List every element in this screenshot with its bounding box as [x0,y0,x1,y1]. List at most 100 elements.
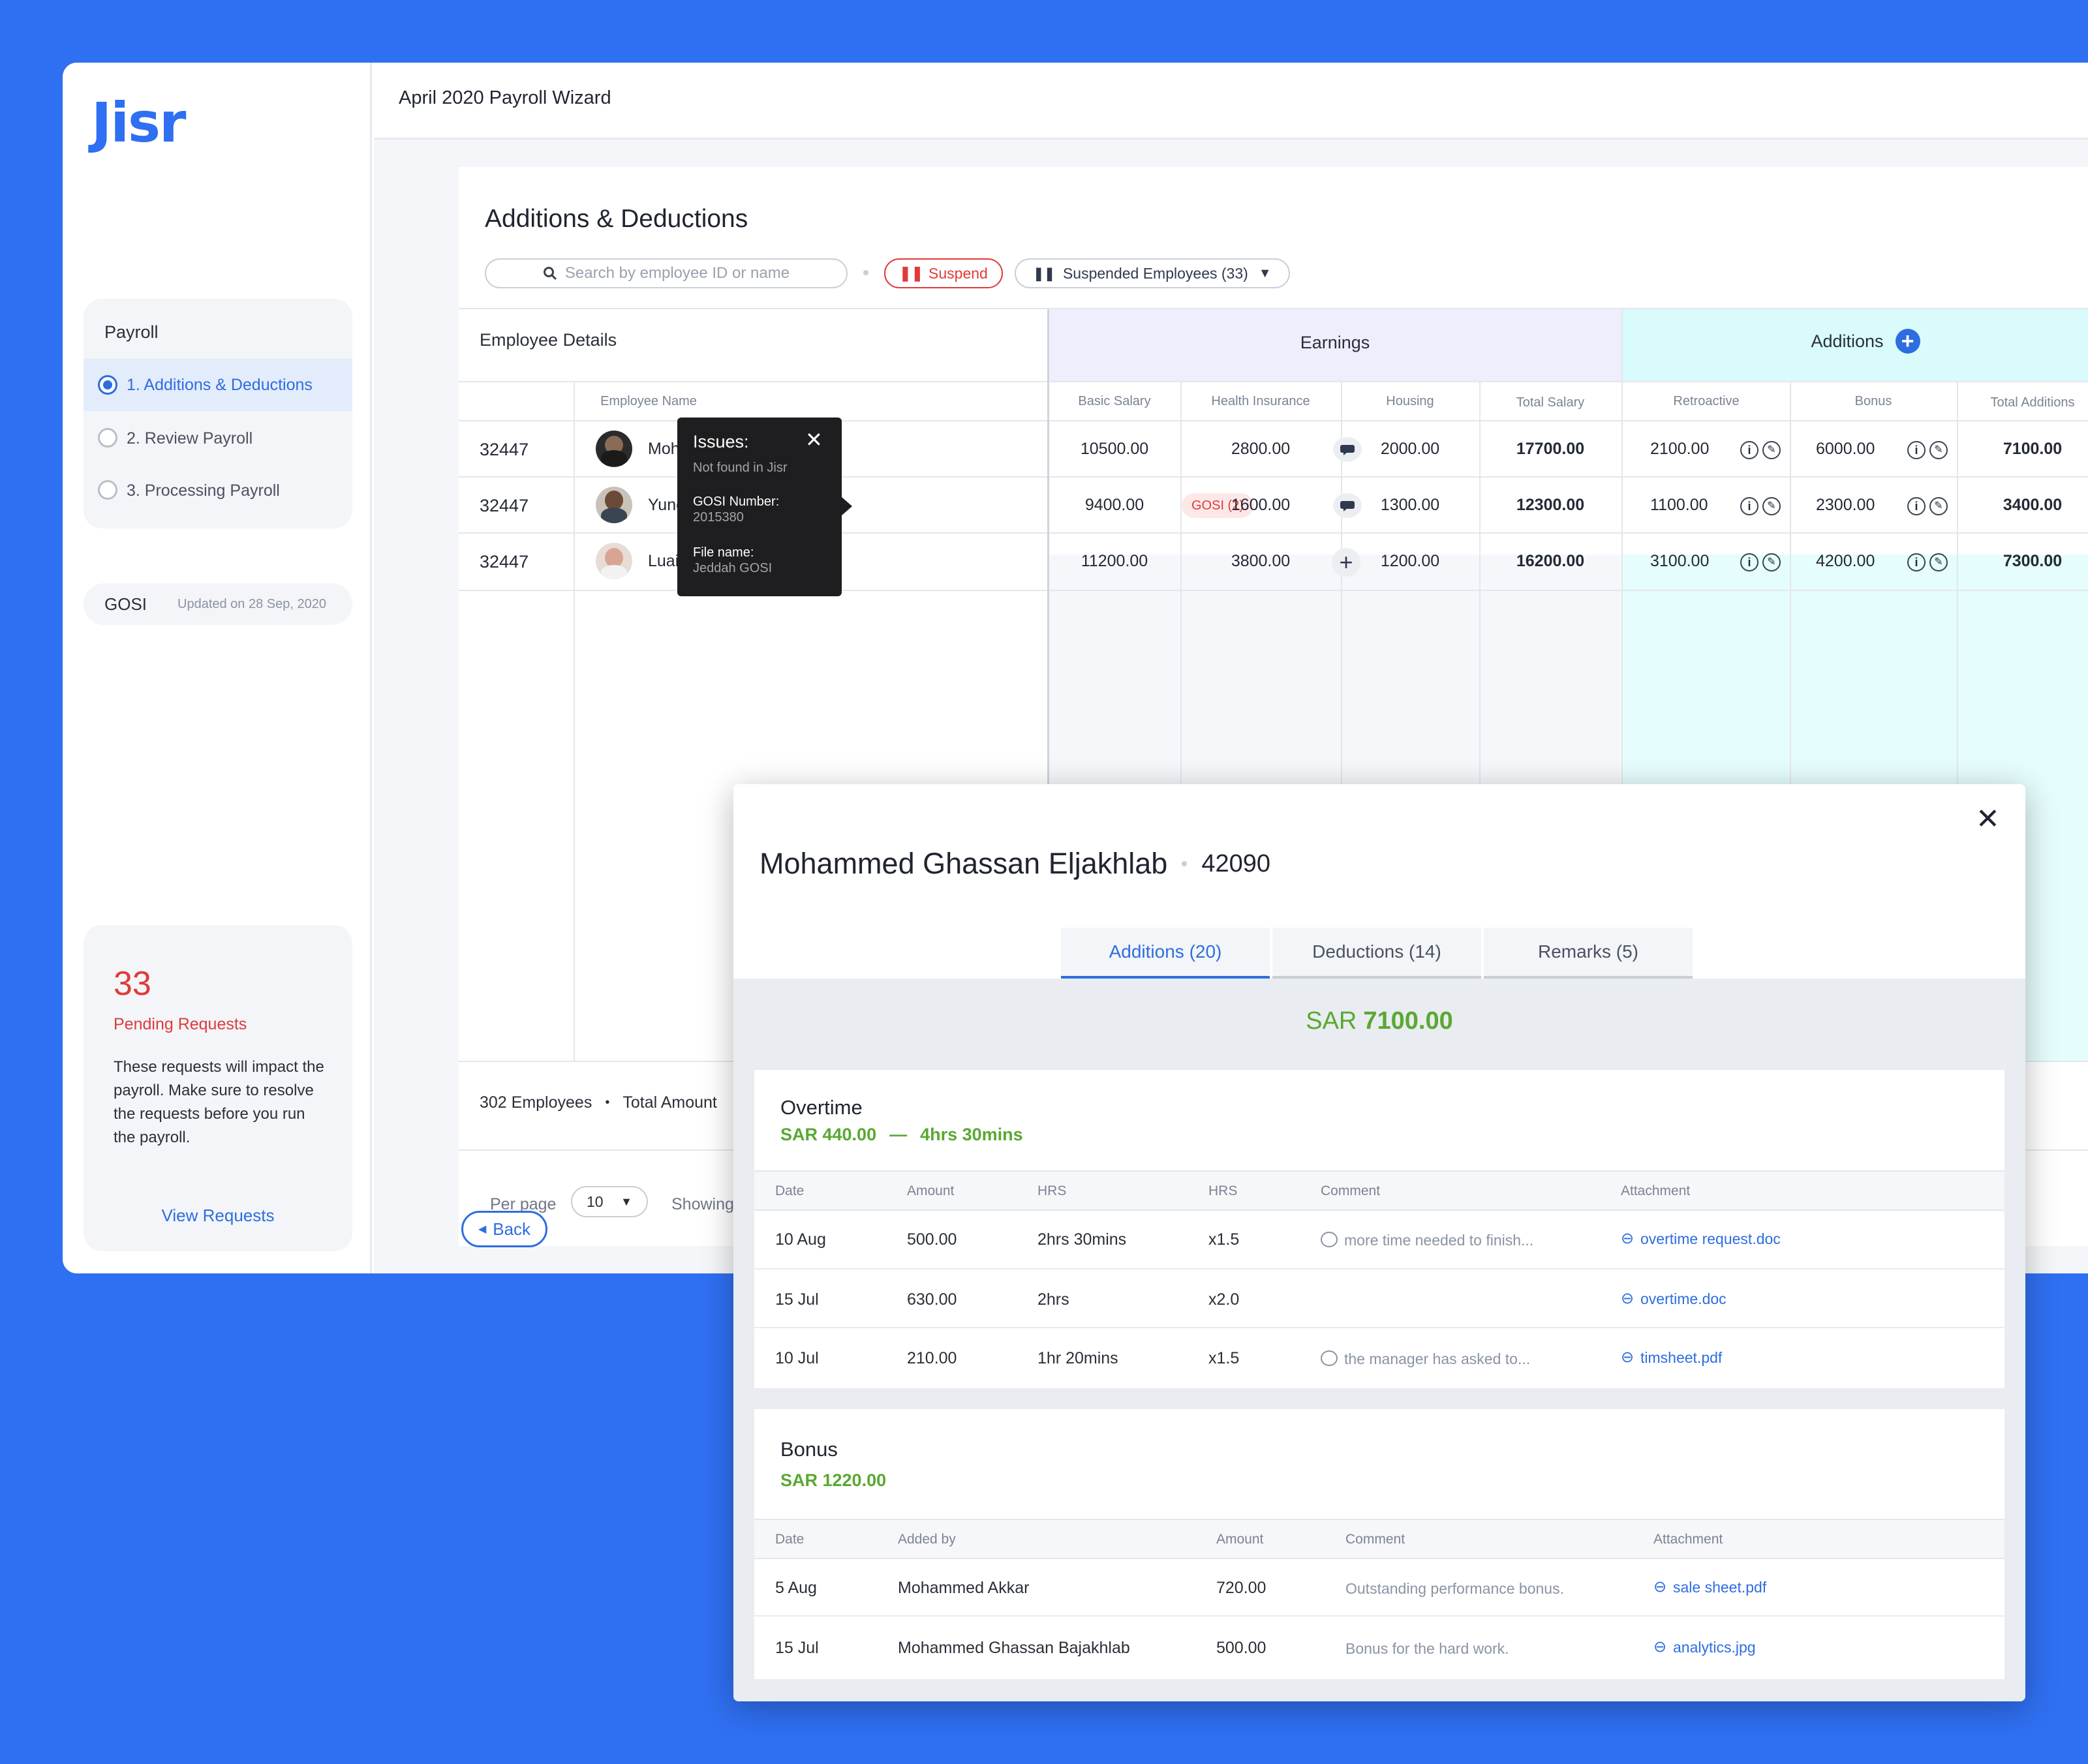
add-addition-icon[interactable]: + [1895,329,1920,354]
gosi-status[interactable]: GOSI Updated on 28 Sep, 2020 [84,583,352,625]
comment-icon[interactable] [1333,493,1362,518]
comment-icon[interactable] [1333,437,1362,462]
per-page-label: Per page [490,1195,557,1213]
overtime-table-header [754,1170,2004,1211]
view-requests-link[interactable]: View Requests [161,1206,275,1225]
col-total-salary: Total Salary [1516,395,1585,410]
per-page-select[interactable]: 10 ▼ [571,1186,648,1217]
divider [1341,381,1342,1061]
add-comment-icon[interactable]: + [1332,548,1360,577]
retroactive[interactable]: 3100.00 [1650,552,1710,570]
info-icon[interactable]: i [1740,441,1758,459]
table-row: 15 Jul 630.00 2hrs x2.0 ⊘ overtime.doc [754,1271,2004,1328]
edit-icon[interactable]: ✎ [1762,441,1781,459]
close-icon[interactable]: ✕ [1976,803,2000,835]
step-additions-deductions[interactable]: 1. Additions & Deductions [84,359,352,411]
suspended-label: Suspended Employees (33) [1062,264,1248,282]
bonus-amount: SAR 1220.00 [780,1470,887,1490]
tab-remarks[interactable]: Remarks (5) [1484,928,1693,979]
sidebar: Jisr Payroll 1. Additions & Deductions 2… [63,63,372,1273]
edit-icon[interactable]: ✎ [1762,497,1781,515]
date: 10 Aug [775,1230,826,1249]
divider [1047,309,1049,1061]
step-processing-payroll[interactable]: 3. Processing Payroll [84,464,352,517]
attachment-icon: ⊘ [1616,1227,1638,1250]
col-date: Date [775,1183,805,1198]
col-bonus: Bonus [1854,394,1892,408]
step-review-payroll[interactable]: 2. Review Payroll [84,412,352,464]
attachment-link[interactable]: analytics.jpg [1673,1639,1756,1656]
col-date: Date [775,1532,805,1547]
pending-label: Pending Requests [114,1015,247,1033]
bonus[interactable]: 2300.00 [1816,496,1875,514]
issues-tooltip: Issues: ✕ Not found in Jisr GOSI Number:… [677,418,842,596]
attachment-link[interactable]: sale sheet.pdf [1673,1579,1767,1596]
date: 15 Jul [775,1290,819,1309]
close-icon[interactable]: ✕ [805,428,823,451]
total-currency: SAR [1306,1007,1357,1035]
back-button[interactable]: ◀ Back [461,1211,547,1247]
housing: 1200.00 [1380,552,1440,570]
info-icon[interactable]: i [1907,441,1926,459]
search-input[interactable]: Search by employee ID or name [485,258,848,288]
divider [1621,309,1623,1061]
overtime-hours: 4hrs 30mins [920,1125,1023,1144]
top-bar: April 2020 Payroll Wizard [374,63,2088,140]
col-hrs: HRS [1037,1183,1067,1198]
employee-id: 32447 [480,440,529,459]
info-icon[interactable]: i [1740,553,1758,571]
col-basic-salary: Basic Salary [1078,394,1151,408]
pending-requests-card: 33 Pending Requests These requests will … [84,925,352,1251]
comment: more time needed to finish... [1344,1232,1534,1249]
comment-bubble-icon [1321,1232,1338,1247]
date: 10 Jul [775,1349,819,1367]
comment: Outstanding performance bonus. [1345,1580,1564,1597]
basic-salary: 11200.00 [1081,552,1148,570]
attachment-icon: ⊘ [1649,1635,1671,1658]
edit-icon[interactable]: ✎ [1929,497,1948,515]
info-icon[interactable]: i [1740,497,1758,515]
health-insurance: 3800.00 [1231,552,1291,570]
chevron-left-icon: ◀ [478,1224,487,1235]
info-icon[interactable]: i [1907,497,1926,515]
tab-deductions[interactable]: Deductions (14) [1272,928,1481,979]
gosi-number-value: 2015380 [693,510,744,525]
additions-deductions-panel: Additions & Deductions Search by employe… [459,167,2088,1246]
attachment-link[interactable]: overtime request.doc [1640,1230,1781,1247]
col-total-additions: Total Additions [1990,395,2075,410]
attachment-link[interactable]: overtime.doc [1640,1290,1727,1307]
employee-id: 42090 [1201,849,1270,877]
added-by: Mohammed Akkar [898,1579,1030,1597]
col-housing: Housing [1386,394,1434,408]
gosi-issue-badge[interactable]: GOSI (2) [1182,493,1253,518]
pending-description: These requests will impact the payroll. … [114,1058,324,1146]
added-by: Mohammed Ghassan Bajakhlab [898,1639,1130,1657]
bonus[interactable]: 6000.00 [1816,440,1875,458]
table-row[interactable]: 32447 Luai Alamouc + 11200.00 3800.00 12… [459,534,2088,588]
additions-header [1623,309,2088,381]
attachment-link[interactable]: timsheet.pdf [1640,1349,1723,1366]
edit-icon[interactable]: ✎ [1929,441,1948,459]
edit-icon[interactable]: ✎ [1929,553,1948,571]
retroactive[interactable]: 1100.00 [1650,496,1708,514]
total-additions-amount: SAR 7100.00 [733,1007,2025,1035]
suspend-button[interactable]: ❚❚ Suspend [884,258,1003,288]
retroactive[interactable]: 2100.00 [1650,440,1710,458]
caret-down-icon: ▼ [621,1194,632,1208]
search-icon [543,266,557,281]
logo[interactable]: Jisr [91,91,186,155]
hours: 2hrs [1037,1290,1069,1309]
bonus[interactable]: 4200.00 [1816,552,1875,570]
total-additions: 7100.00 [2003,440,2063,458]
edit-icon[interactable]: ✎ [1762,553,1781,571]
suspended-employees-dropdown[interactable]: ❚❚ Suspended Employees (33) ▼ [1015,258,1290,288]
divider [459,532,2088,534]
col-comment: Comment [1321,1183,1381,1198]
info-icon[interactable]: i [1907,553,1926,571]
hours: 1hr 20mins [1037,1349,1118,1367]
tab-additions[interactable]: Additions (20) [1061,928,1270,979]
total-additions: 3400.00 [2003,496,2063,514]
overtime-summary: SAR 440.00 — 4hrs 30mins [780,1125,1023,1145]
amount: 500.00 [1216,1639,1267,1657]
col-amount: Amount [1216,1532,1264,1547]
